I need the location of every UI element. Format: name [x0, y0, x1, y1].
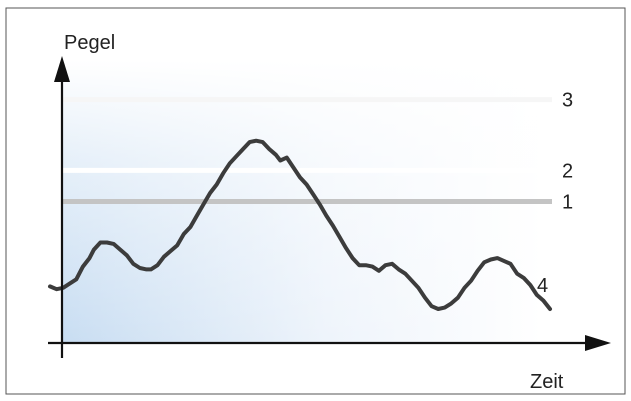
signal-curve: [48, 138, 552, 311]
curve-label: 4: [537, 275, 548, 297]
level-label-3: 3: [562, 90, 573, 112]
x-axis-label: Zeit: [530, 371, 564, 393]
y-axis-label: Pegel: [64, 32, 115, 54]
level-label-2: 2: [562, 160, 573, 182]
x-axis-arrow: [585, 335, 611, 351]
y-axis-arrow: [54, 56, 70, 82]
level-label-1: 1: [562, 192, 573, 214]
